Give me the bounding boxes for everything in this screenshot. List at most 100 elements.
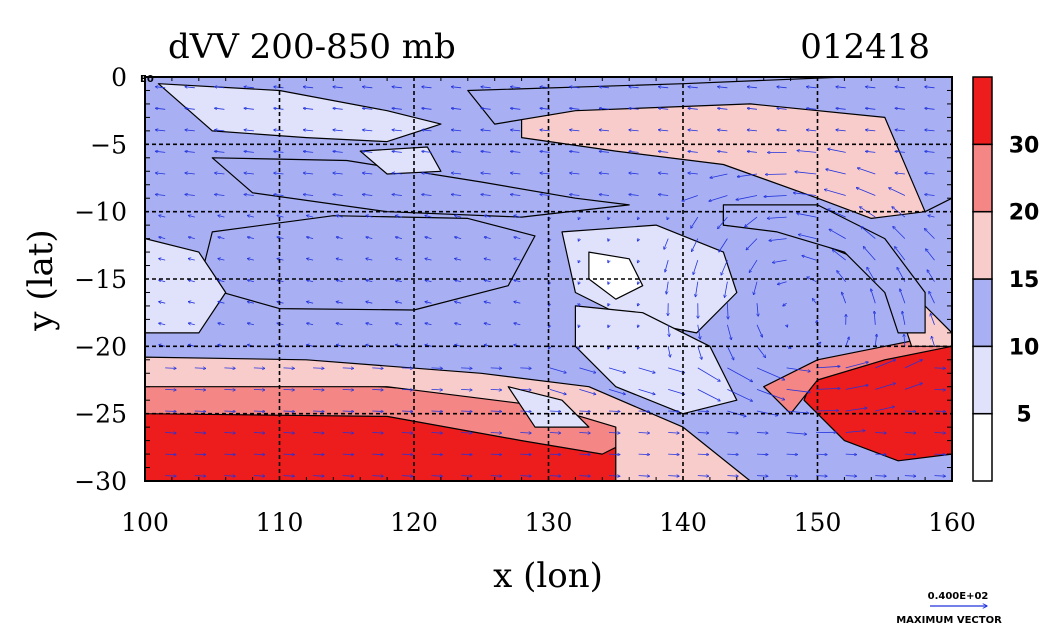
- wind-vector: [816, 454, 827, 455]
- wind-vector: [303, 130, 314, 131]
- colorbar-segment: [972, 278, 993, 348]
- wind-vector: [718, 216, 728, 229]
- wind-vector: [599, 130, 610, 131]
- wind-vector: [745, 216, 758, 227]
- y-tick-label: −15: [74, 265, 127, 294]
- wind-vector: [826, 169, 846, 175]
- wind-vector: [688, 108, 698, 109]
- wind-vector: [895, 108, 905, 109]
- wind-vector: [599, 151, 610, 152]
- wind-vector: [362, 87, 373, 88]
- wind-vector: [934, 368, 946, 369]
- wind-vector: [549, 433, 561, 434]
- wind-vector: [540, 130, 550, 131]
- wind-vector: [688, 130, 698, 131]
- wind-vector: [667, 217, 668, 220]
- wind-vector: [165, 389, 176, 390]
- wind-vector: [274, 87, 284, 88]
- wind-vector: [455, 280, 462, 282]
- wind-vector: [185, 194, 195, 195]
- wind-vector: [392, 108, 402, 109]
- wind-vector: [629, 173, 639, 174]
- wind-vector: [481, 151, 491, 152]
- wind-vector: [283, 368, 295, 369]
- wind-vector: [549, 367, 567, 373]
- wind-vector: [155, 130, 166, 131]
- wind-vector: [845, 362, 869, 369]
- wind-vector: [845, 431, 865, 433]
- wind-vector: [549, 325, 550, 328]
- region-north-calm: [359, 146, 442, 175]
- wind-vector: [579, 433, 590, 434]
- wind-vector: [756, 389, 785, 399]
- wind-vector: [283, 433, 295, 434]
- wind-vector: [578, 217, 579, 220]
- wind-vector: [658, 108, 669, 109]
- wind-vector: [925, 194, 935, 195]
- wind-vector: [194, 368, 206, 369]
- wind-vector: [756, 476, 768, 477]
- wind-vector: [274, 151, 284, 152]
- wind-vector: [185, 87, 195, 88]
- wind-vector: [484, 280, 491, 282]
- wind-vector: [765, 174, 787, 175]
- wind-vector: [682, 195, 698, 202]
- wind-vector: [431, 476, 443, 477]
- wind-vector: [165, 476, 176, 477]
- wind-vector: [422, 108, 432, 109]
- wind-vector: [736, 195, 758, 200]
- wind-vector: [570, 151, 580, 152]
- wind-vector: [718, 108, 728, 109]
- wind-vector: [155, 194, 166, 195]
- wind-vector: [333, 151, 343, 152]
- y-tick-label: 0: [111, 63, 127, 92]
- x-tick-label: 120: [390, 508, 438, 537]
- wind-vector: [481, 130, 491, 131]
- wind-vector: [307, 259, 314, 261]
- wind-vector: [484, 259, 491, 261]
- wind-vector: [658, 87, 669, 88]
- wind-vector: [194, 389, 206, 390]
- wind-vector: [224, 411, 235, 412]
- wind-vector: [333, 130, 343, 131]
- wind-vector: [401, 411, 413, 412]
- wind-vector: [253, 454, 265, 455]
- wind-vector: [629, 108, 639, 109]
- wind-vector: [900, 289, 906, 304]
- wind-vector: [629, 87, 639, 88]
- x-tick-label: 140: [659, 508, 707, 537]
- wind-vector: [845, 385, 869, 390]
- wind-vector: [904, 433, 916, 434]
- wind-vector: [783, 302, 787, 306]
- wind-vector: [929, 291, 935, 304]
- wind-vector: [313, 433, 324, 434]
- wind-vector: [930, 314, 935, 325]
- region-interior-calm: [588, 251, 644, 300]
- wind-vector: [307, 345, 314, 347]
- wind-vector: [244, 130, 254, 131]
- wind-vector: [746, 238, 758, 250]
- wind-vector: [425, 215, 432, 217]
- wind-vector: [395, 259, 402, 261]
- wind-vector: [188, 323, 195, 325]
- colorbar-tick-label: 30: [1009, 133, 1040, 158]
- wind-vector: [514, 259, 521, 261]
- wind-vector: [336, 237, 343, 239]
- wind-vector: [668, 389, 685, 394]
- wind-vector: [307, 215, 314, 217]
- wind-vector: [481, 173, 491, 174]
- wind-vector: [828, 209, 846, 218]
- wind-vector: [510, 194, 521, 195]
- wind-vector: [845, 408, 867, 412]
- wind-vector: [718, 151, 728, 152]
- wind-vector: [638, 367, 656, 373]
- wind-vector: [224, 433, 235, 434]
- wind-vector: [362, 173, 373, 174]
- wind-vector: [599, 108, 610, 109]
- wind-vector: [392, 173, 402, 174]
- wind-vector: [747, 130, 758, 131]
- wind-vector: [307, 237, 314, 239]
- wind-vector: [165, 433, 176, 434]
- wind-vector: [431, 411, 443, 412]
- wind-vector: [875, 476, 886, 477]
